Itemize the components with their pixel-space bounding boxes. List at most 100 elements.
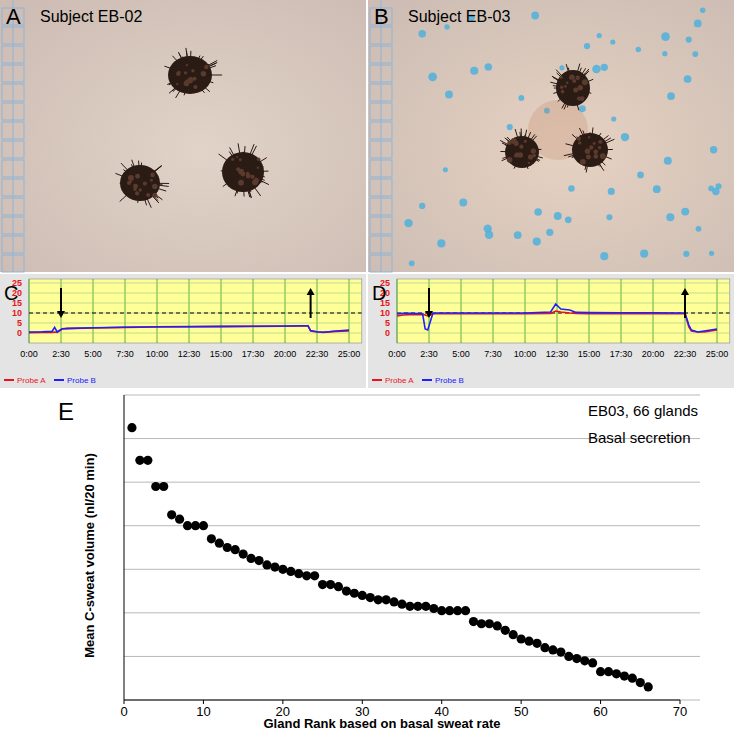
legend-swatch <box>54 379 64 381</box>
ink-texture <box>524 140 527 143</box>
legend-swatch <box>372 379 382 381</box>
data-point <box>532 639 541 648</box>
ink-texture <box>193 85 197 89</box>
data-point <box>588 658 597 667</box>
ink-texture <box>598 146 601 149</box>
data-point <box>572 654 581 663</box>
tick-label: 5 <box>17 318 22 328</box>
dye-dot <box>694 20 702 28</box>
dye-dot <box>610 39 615 44</box>
tick-label: 10:00 <box>146 349 169 359</box>
data-point <box>191 521 200 530</box>
tick-label: 22:30 <box>674 349 697 359</box>
legend-swatch <box>422 379 432 381</box>
ink-texture <box>593 149 598 154</box>
plot-marks <box>29 313 362 333</box>
data-point <box>254 556 263 565</box>
legend-label: Probe A <box>17 376 46 385</box>
dye-dot <box>485 231 493 239</box>
data-point <box>302 571 311 580</box>
dye-dot <box>653 185 661 193</box>
tick-label: 0 <box>120 704 127 719</box>
ink-texture <box>582 79 588 85</box>
grid-line <box>397 333 730 334</box>
grid-line <box>157 279 158 343</box>
y-axis-label: Mean C-sweat volume (nl/20 min) <box>82 453 97 657</box>
grid-line <box>461 279 462 343</box>
data-point <box>540 643 549 652</box>
grid-line <box>29 279 30 343</box>
dye-dot <box>437 239 445 247</box>
trace-background <box>0 274 366 388</box>
data-point <box>318 580 327 589</box>
legend-swatch <box>4 379 14 381</box>
ink-texture <box>252 179 258 185</box>
x-axis <box>124 700 680 701</box>
ink-texture <box>150 173 155 178</box>
dye-dot <box>592 65 601 74</box>
ink-texture <box>515 152 520 157</box>
data-point <box>199 521 208 530</box>
grid-line <box>397 293 730 294</box>
grid-line <box>221 279 222 343</box>
grid-line <box>29 323 362 324</box>
dye-dot <box>531 12 539 20</box>
ink-texture <box>236 156 238 158</box>
arrow-shaft <box>684 293 686 318</box>
data-point <box>397 600 406 609</box>
data-point <box>604 667 613 676</box>
ink-texture <box>528 162 530 164</box>
grid-line <box>397 303 730 304</box>
ruler-line <box>381 0 382 272</box>
trace-chart: 0:002:305:007:3010:0012:3015:0017:3020:0… <box>0 274 366 388</box>
grid-line <box>29 303 362 304</box>
photo-title: Subject EB-03 <box>408 8 510 25</box>
dye-dot <box>606 214 612 220</box>
dye-dot <box>683 251 689 257</box>
ink-texture <box>238 180 244 186</box>
arrow <box>681 288 689 318</box>
dye-dot <box>444 24 449 29</box>
trace-line <box>397 304 717 332</box>
data-point <box>524 637 533 646</box>
data-point <box>644 682 653 691</box>
dye-dot <box>459 199 467 207</box>
tick-label: 25:00 <box>706 349 729 359</box>
tick-label: 25:00 <box>338 349 361 359</box>
plot-marks <box>127 423 652 691</box>
ink-texture <box>593 154 598 159</box>
data-point <box>517 634 526 643</box>
x-axis-label: Gland Rank based on basal sweat rate <box>264 716 501 731</box>
data-point <box>262 560 271 569</box>
grid-line <box>124 569 700 570</box>
ink-texture <box>135 191 139 195</box>
photo-panel: ASubject EB-02 <box>0 0 366 272</box>
y-axis <box>124 395 125 700</box>
grid-line <box>397 283 730 284</box>
dye-dot <box>667 92 675 100</box>
ink-texture <box>578 85 583 90</box>
ink-texture <box>143 181 147 185</box>
dye-dot <box>666 213 674 221</box>
dye-dot <box>621 133 629 141</box>
ink-texture <box>560 76 563 79</box>
dye-dot <box>597 33 602 38</box>
ink-texture <box>152 193 157 198</box>
data-point <box>310 571 319 580</box>
data-point <box>485 619 494 628</box>
tick-label: 2:30 <box>52 349 70 359</box>
ink-texture <box>572 79 576 83</box>
ink-texture <box>531 148 536 153</box>
ink-texture <box>176 72 180 76</box>
dye-dot <box>559 65 564 70</box>
grid-line <box>253 279 254 343</box>
grid-line <box>589 279 590 343</box>
data-point <box>223 543 232 552</box>
dye-dot <box>418 30 426 38</box>
data-point <box>246 554 255 563</box>
dye-dot <box>662 51 667 56</box>
data-point <box>421 602 430 611</box>
data-point <box>477 619 486 628</box>
arrow-shaft <box>428 288 430 313</box>
data-point <box>207 534 216 543</box>
